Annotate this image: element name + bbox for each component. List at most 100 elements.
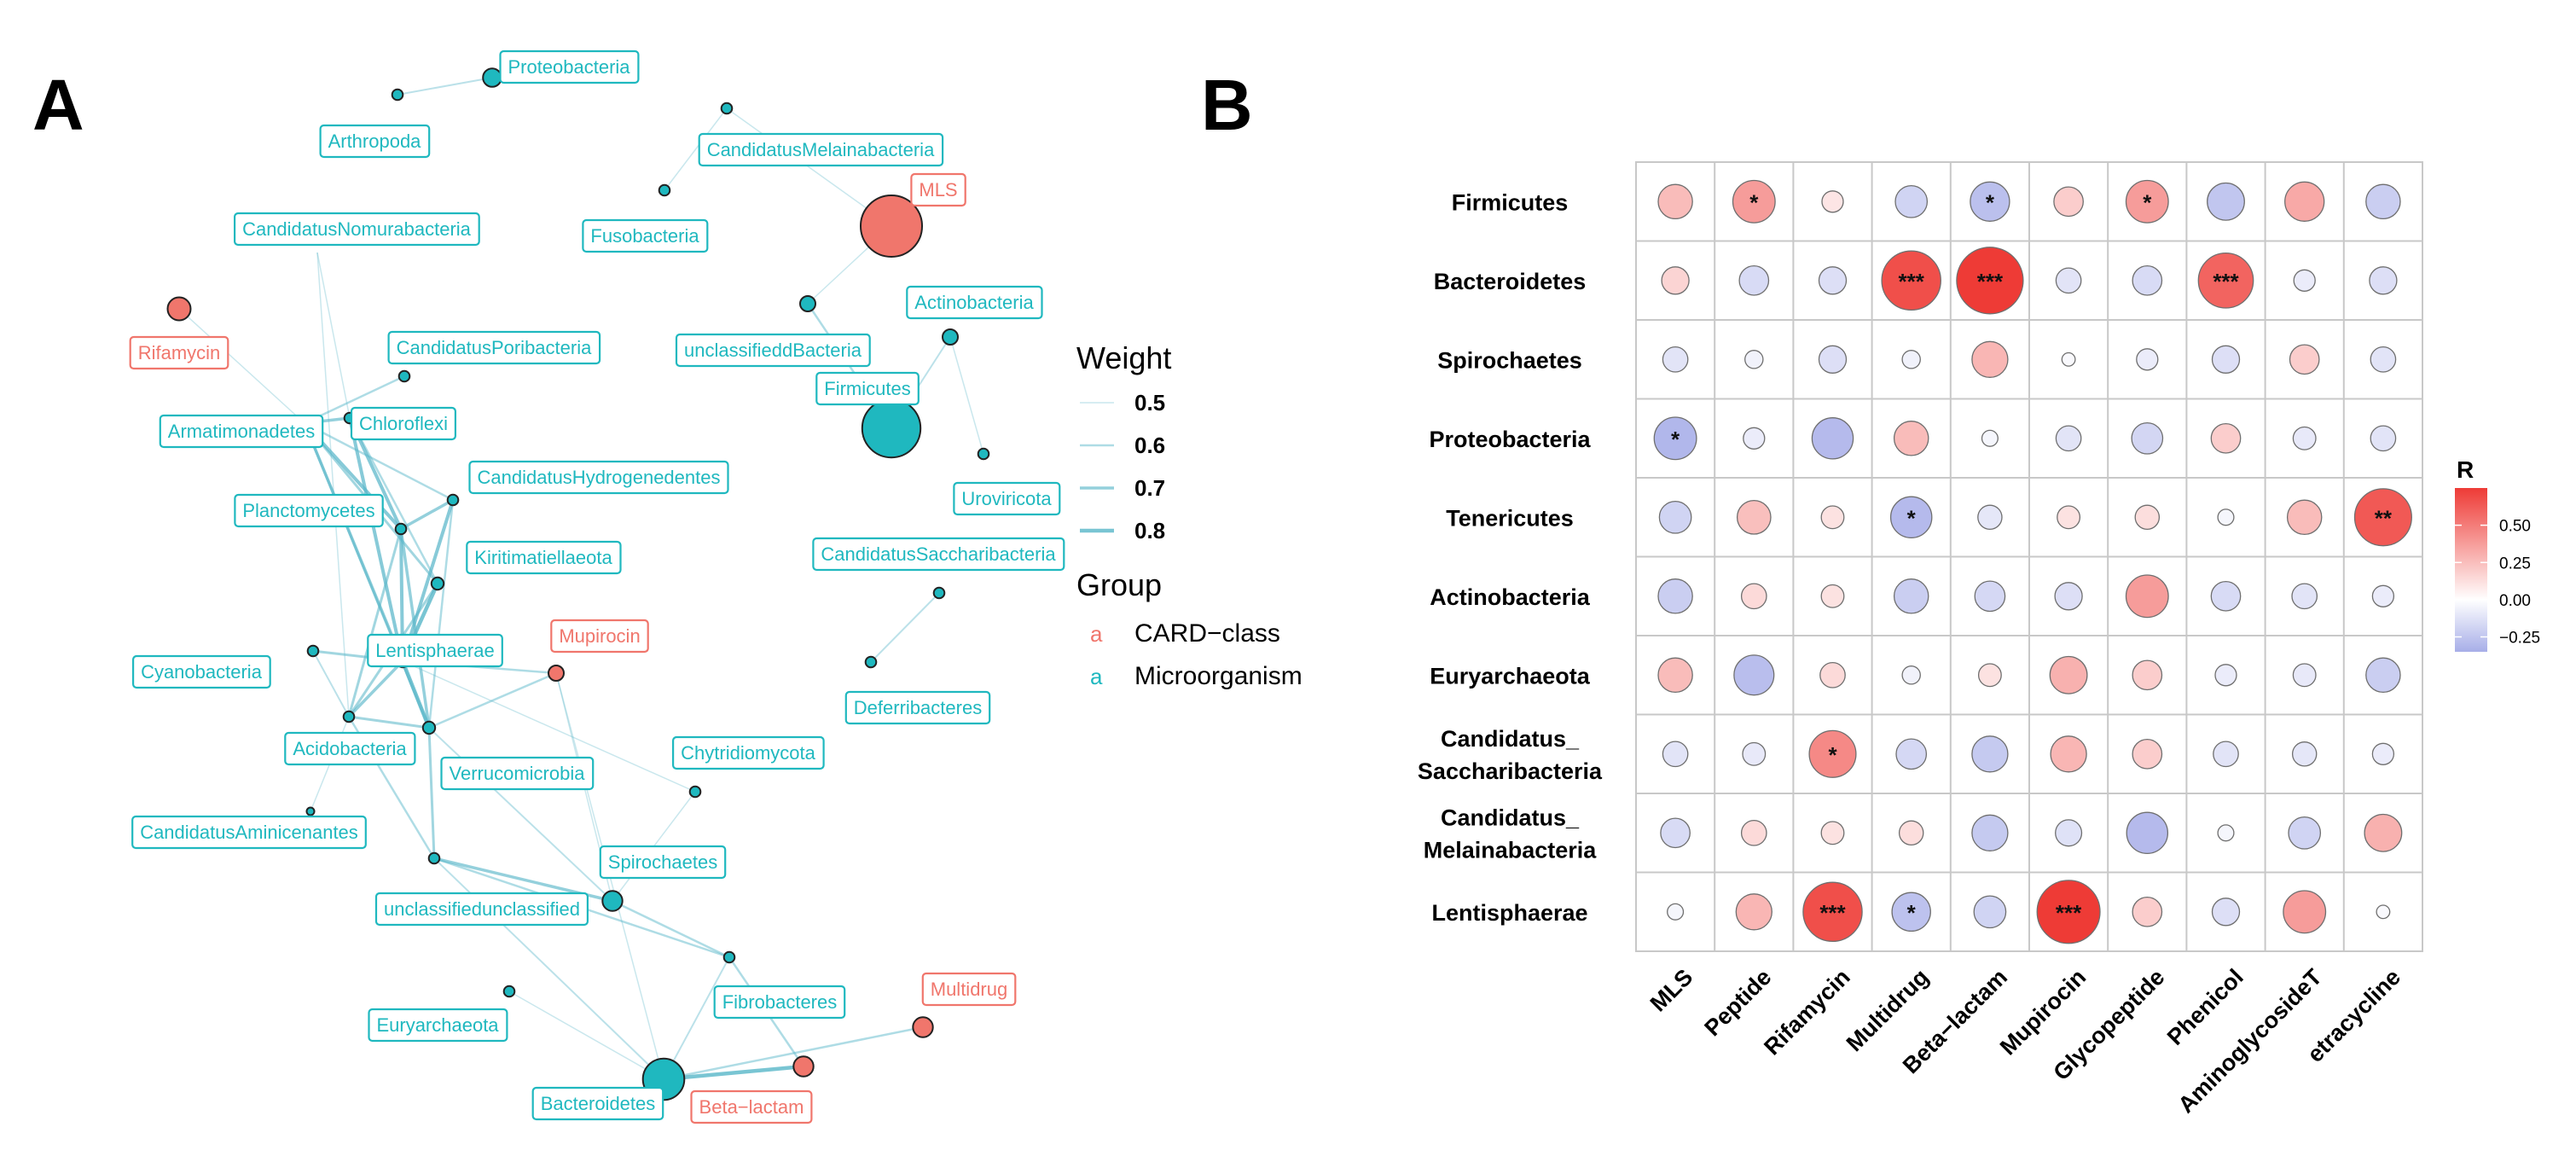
heatmap-cell-euryarchaeota-multidrug [1901, 665, 1921, 685]
heatmap-cell-proteobacteria-rifamycin [1811, 417, 1854, 460]
network-label-box [319, 124, 431, 159]
heatmap-significance-tenericutes-etracycline: ** [2375, 505, 2393, 531]
network-label-text: Deferribacteres [854, 697, 982, 718]
network-label-text: CandidatusSaccharibacteria [821, 543, 1056, 565]
network-label-box [367, 633, 503, 668]
network-label-box [132, 654, 271, 689]
heatmap-cell-spirochaetes-mupirocin [2061, 352, 2076, 367]
heatmap-cell-spirochaetes-etracycline [2370, 346, 2397, 373]
network-edge-candidatusnomurabacteria-to-acidobacteria [316, 252, 350, 718]
network-label-box [671, 735, 825, 770]
heatmap-cell-candidatus-melainabacteria-glycopeptide [2126, 811, 2169, 855]
heatmap-cell-bacteroidetes-beta-lactam [1956, 247, 2024, 315]
network-edge-candidatussaccharibacteria-to-deferribacteres [870, 592, 940, 663]
network-edge-euryarchaeota-to-bacteroidetes [508, 991, 664, 1080]
heatmap-cell-firmicutes-aminoglycosidet [2284, 181, 2325, 222]
network-nodes [166, 67, 990, 1101]
network-node-fibrobacteres [722, 950, 736, 964]
network-node-rifamycin [166, 296, 192, 322]
heatmap-cell-firmicutes-mls [1657, 183, 1693, 220]
heatmap-cell-bacteroidetes-multidrug [1881, 250, 1941, 311]
network-label-box [690, 1089, 813, 1124]
network-label-verrucomicrobia: Verrucomicrobia [440, 756, 595, 791]
weight-legend-label-0-7: 0.7 [1134, 475, 1165, 501]
network-label-box [234, 493, 384, 528]
network-label-uroviricota: Uroviricota [953, 481, 1061, 516]
heatmap-cell-candidatus-saccharibacteria-mls [1662, 741, 1689, 768]
heatmap-significance-proteobacteria-mls: * [1671, 427, 1680, 452]
heatmap-cell-lentisphaerae-multidrug [1891, 892, 1931, 933]
correlation-heatmap: * * **** *** ***** ****** * *** FirmicutesBacte… [1418, 161, 2423, 1118]
heatmap-row-label-bacteroidetes: Bacteroidetes [1434, 269, 1587, 294]
network-edge-candidatushydrogenedentes-to-planctomycetes [400, 498, 454, 531]
heatmap-significance-lentisphaerae-rifamycin: *** [1819, 900, 1846, 926]
heatmap-cell-firmicutes-rifamycin [1821, 190, 1844, 213]
colorbar-tick-label-1: 0.25 [2499, 555, 2531, 572]
network-node-firmicutes [861, 398, 922, 459]
network-edge-verrucomicrobia-to-acidobacteria [348, 715, 430, 729]
heatmap-cell-euryarchaeota-mls [1657, 657, 1693, 694]
heatmap-cell-tenericutes-etracycline [2353, 488, 2412, 547]
network-edge-spirochaetes-to-fibrobacteres [612, 899, 730, 959]
network-node-cyanobacteria [306, 644, 320, 658]
network-node-acidobacteria [342, 710, 356, 723]
heatmap-cell-candidatus-melainabacteria-etracycline [2364, 813, 2403, 852]
network-label-candidatusmelainabacteria: CandidatusMelainabacteria [698, 132, 944, 167]
network-label-text: Cyanobacteria [141, 661, 263, 683]
heatmap-cell-bacteroidetes-rifamycin [1818, 266, 1848, 295]
heatmap-cell-lentisphaerae-peptide [1735, 893, 1772, 931]
heatmap-cells: * * **** *** ***** ****** * *** [1653, 179, 2412, 944]
network-label-box [129, 335, 229, 370]
network-label-box [159, 414, 324, 449]
heatmap-cell-proteobacteria-peptide [1743, 427, 1766, 450]
network-label-candidatusporibacteria: CandidatusPoribacteria [387, 330, 601, 365]
network-label-text: Lentisphaerae [375, 640, 494, 661]
heatmap-row-label-actinobacteria: Actinobacteria [1430, 584, 1591, 610]
network-edge-verrucomicrobia-to-spirochaetes [428, 727, 613, 902]
heatmap-cell-euryarchaeota-mupirocin [2049, 655, 2088, 694]
network-label-spirochaetes: Spirochaetes [599, 845, 727, 880]
heatmap-significance-firmicutes-beta-lactam: * [1986, 189, 1995, 215]
network-label-chloroflexi: Chloroflexi [350, 406, 457, 441]
group-legend-key-micro: a [1090, 664, 1103, 689]
heatmap-cell-proteobacteria-mls [1653, 416, 1697, 461]
heatmap-row-label-tenericutes: Tenericutes [1446, 505, 1574, 531]
network-edge-candidatushydrogenedentes-to-verrucomicrobia [427, 499, 455, 729]
heatmap-cell-proteobacteria-etracycline [2370, 425, 2397, 452]
network-legend: Weight 0.5 0.6 0.7 0.8 Group a CARD−class a Mi… [1076, 340, 1303, 690]
network-edge-cyanobacteria-to-acidobacteria [312, 650, 350, 718]
network-label-text: Beta−lactam [699, 1096, 804, 1118]
network-label-kiritimatiellaeota: Kiritimatiellaeota [466, 540, 622, 575]
network-label-fibrobacteres: Fibrobacteres [713, 985, 846, 1020]
heatmap-cell-spirochaetes-glycopeptide [2136, 348, 2159, 371]
network-node-mls [860, 195, 923, 258]
network-label-box [440, 756, 595, 791]
network-label-multidrug: Multidrug [921, 972, 1017, 1007]
heatmap-cell-candidatus-saccharibacteria-mupirocin [2050, 735, 2087, 773]
heatmap-significance-firmicutes-glycopeptide: * [2143, 189, 2152, 215]
heatmap-cell-candidatus-saccharibacteria-phenicol [2213, 741, 2239, 768]
heatmap-cell-bacteroidetes-phenicol [2197, 252, 2254, 309]
heatmap-cell-firmicutes-glycopeptide [2125, 179, 2169, 224]
colorbar-tick-label-2: 0.00 [2499, 592, 2531, 610]
heatmap-cell-bacteroidetes-mupirocin [2055, 267, 2082, 294]
network-label-acidobacteria: Acidobacteria [284, 731, 416, 766]
network-label-text: Proteobacteria [508, 56, 630, 78]
heatmap-row-label-spirochaetes: Spirochaetes [1437, 347, 1582, 373]
heatmap-cell-tenericutes-beta-lactam [1977, 504, 2003, 531]
heatmap-cell-firmicutes-phenicol [2207, 182, 2245, 221]
network-label-box [815, 371, 920, 406]
weight-legend-title: Weight [1076, 340, 1171, 375]
heatmap-cell-proteobacteria-mupirocin [2055, 425, 2082, 452]
network-label-text: Arthropoda [328, 131, 422, 152]
network-node-unclassifiedunclassified [427, 851, 441, 865]
colorbar: R 0.50 0.25 0.00 −0.25 [2455, 456, 2540, 652]
network-label-unclassifiedunclassified: unclassifiedunclassified [374, 892, 589, 927]
heatmap-row-labels: Firmicutes Bacteroidetes Spirochaetes Prote… [1418, 189, 1603, 926]
heatmap-significance-bacteroidetes-multidrug: *** [1899, 269, 1925, 294]
network-label-text: Actinobacteria [914, 292, 1034, 313]
network-label-arthropoda: Arthropoda [319, 124, 431, 159]
network-label-unclassifieddbacteria: unclassifieddBacteria [675, 333, 871, 368]
network-label-lentisphaerae: Lentisphaerae [367, 633, 503, 668]
network-label-candidatussaccharibacteria: CandidatusSaccharibacteria [812, 537, 1065, 572]
